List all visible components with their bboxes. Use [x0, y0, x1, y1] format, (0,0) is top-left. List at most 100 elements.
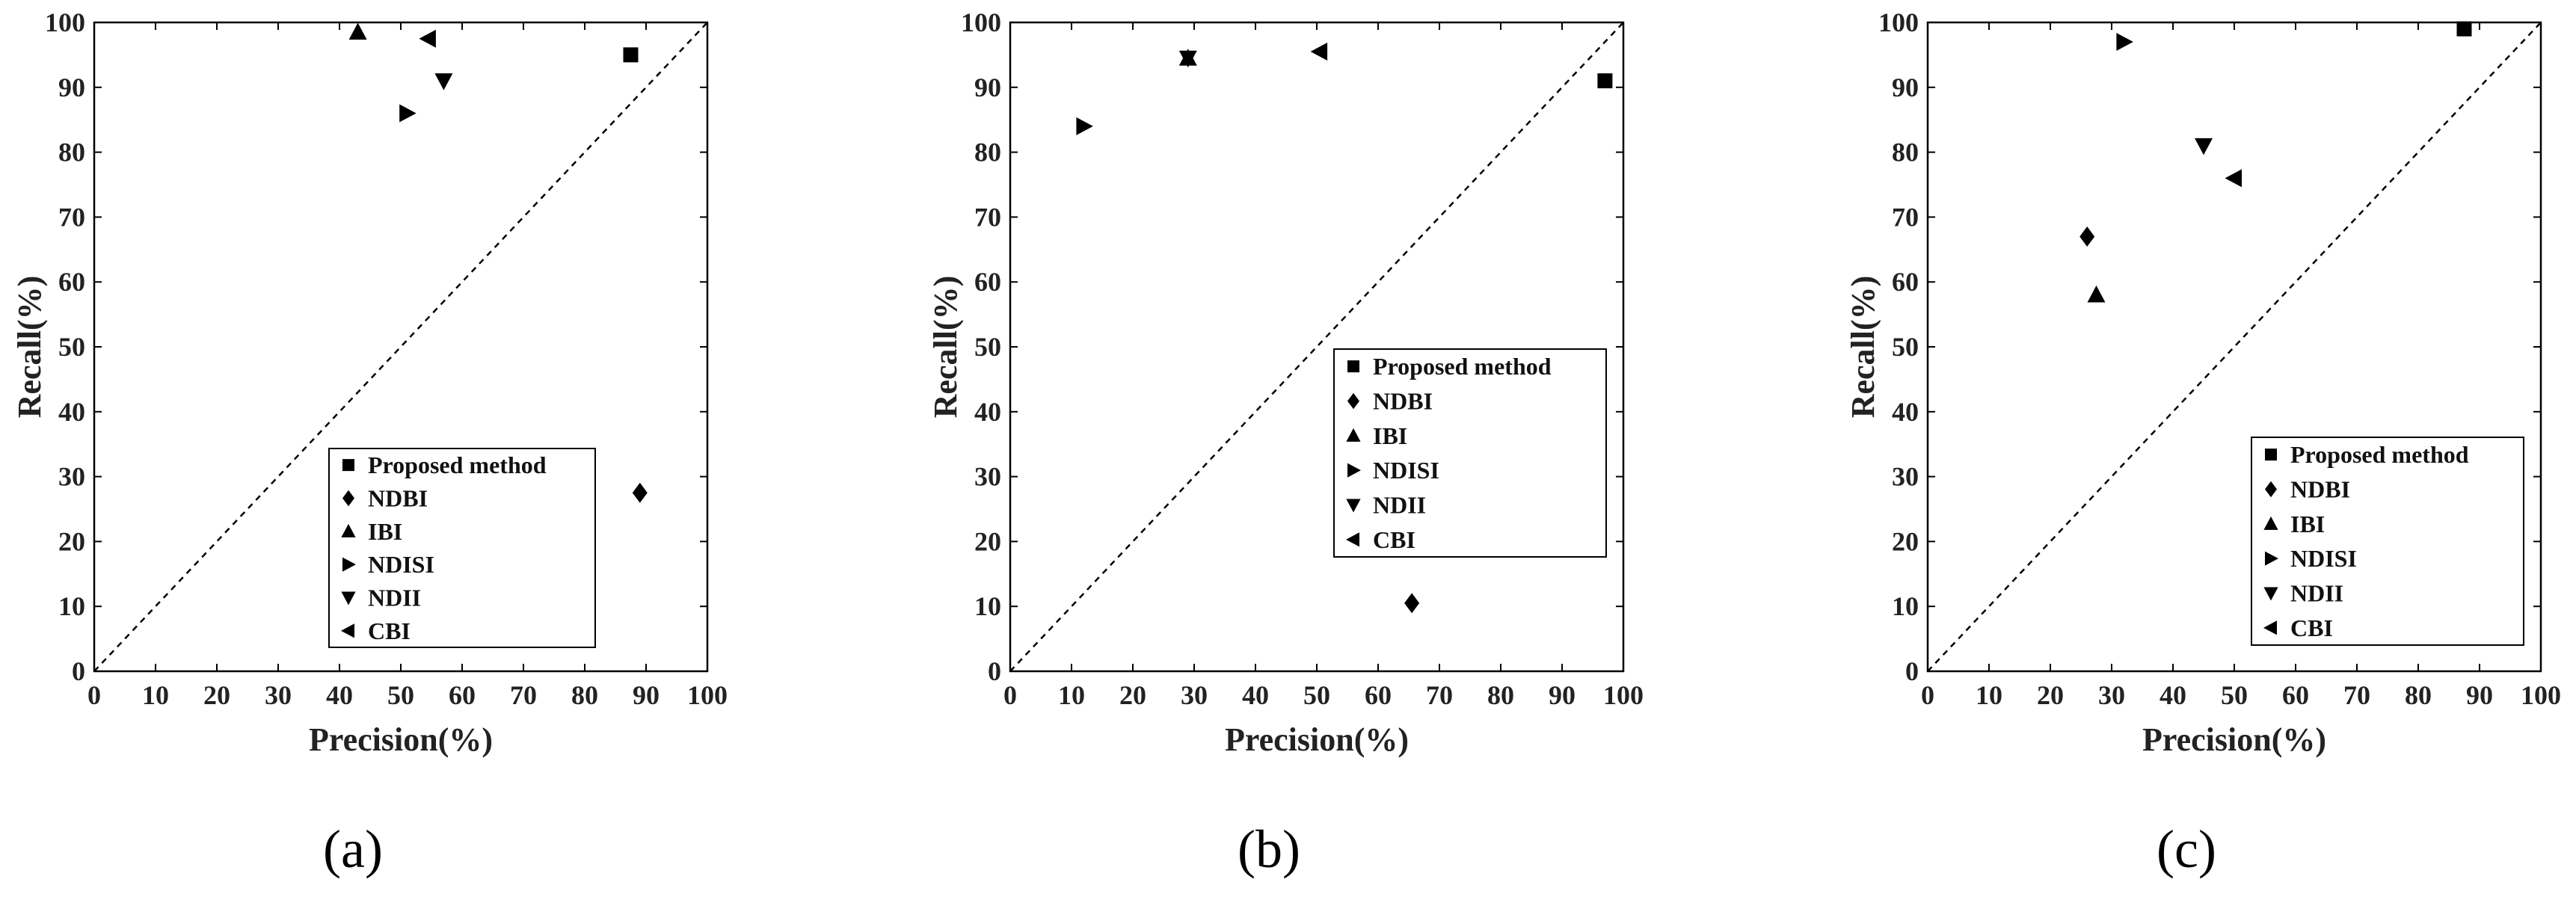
x-tick-label: 20 [1119, 680, 1146, 710]
legend-label: IBI [368, 518, 402, 545]
x-tick-label: 90 [2466, 680, 2493, 710]
x-tick-label: 100 [687, 680, 728, 710]
legend-label: NDBI [2290, 476, 2350, 503]
x-tick-label: 90 [1549, 680, 1576, 710]
y-tick-label: 80 [974, 138, 1001, 167]
legend-box [2251, 437, 2524, 646]
y-tick-label: 0 [988, 656, 1001, 686]
legend-label: CBI [1373, 526, 1415, 553]
legend-label: NDII [1373, 492, 1426, 519]
chart-panel: 0 10 20 30 40 50 60 70 80 90 100 0 10 20 30 40 50 60 70 80 9… [11, 7, 728, 879]
legend-marker-triangle-right [1347, 463, 1361, 478]
legend-marker-diamond [2265, 481, 2277, 498]
x-axis-title: Precision(%) [309, 721, 493, 758]
x-tick-label: 80 [1487, 680, 1514, 710]
legend-box [1333, 348, 1607, 558]
y-tick-label: 30 [974, 462, 1001, 492]
legend-label: NDII [368, 585, 421, 611]
legend-label: Proposed method [2290, 441, 2469, 468]
x-tick-label: 10 [1058, 680, 1085, 710]
chart-panel: 0 10 20 30 40 50 60 70 80 90 100 0 10 20 30 40 50 60 70 80 9… [927, 7, 1644, 879]
data-point-triangle-right [399, 104, 416, 123]
chart-panel: 0 10 20 30 40 50 60 70 80 90 100 0 10 20 30 40 50 60 70 80 9… [1845, 7, 2561, 879]
x-tick-label: 80 [571, 680, 598, 710]
x-tick-label: 30 [1181, 680, 1208, 710]
legend-marker-diamond [342, 490, 354, 507]
legend-marker-triangle-right [2265, 551, 2278, 566]
x-tick-label: 100 [1603, 680, 1644, 710]
legend-label: NDISI [2290, 545, 2357, 572]
panel-label: (c) [2157, 819, 2216, 879]
x-tick-label: 10 [1976, 680, 2002, 710]
y-tick-label: 40 [58, 397, 85, 427]
x-tick-label: 40 [2160, 680, 2186, 710]
legend-marker-triangle-left [2263, 620, 2277, 635]
x-tick-label: 0 [87, 680, 101, 710]
legend-marker-triangle-right [342, 557, 356, 572]
y-tick-label: 60 [1892, 267, 1919, 297]
y-tick-label: 70 [974, 202, 1001, 232]
data-point-square [2456, 21, 2472, 37]
y-axis-title: Recall(%) [927, 276, 964, 419]
x-tick-label: 20 [2037, 680, 2064, 710]
data-point-square [623, 47, 639, 63]
legend-marker-triangle-left [341, 623, 354, 638]
x-tick-label: 40 [326, 680, 353, 710]
data-point-triangle-up [348, 22, 367, 40]
x-tick-label: 70 [1426, 680, 1453, 710]
y-tick-label: 80 [58, 138, 85, 167]
legend-label: NDII [2290, 580, 2343, 607]
y-axis-title: Recall(%) [11, 276, 48, 419]
panel-label: (a) [323, 819, 383, 879]
data-point-square [1597, 73, 1613, 89]
x-tick-label: 50 [2221, 680, 2248, 710]
legend-marker-triangle-left [1346, 532, 1359, 547]
x-tick-label: 90 [633, 680, 660, 710]
x-tick-label: 0 [1921, 680, 1934, 710]
data-point-triangle-left [1310, 43, 1328, 61]
y-tick-label: 60 [974, 267, 1001, 297]
x-tick-label: 0 [1003, 680, 1017, 710]
data-point-triangle-left [419, 29, 436, 48]
y-tick-label: 20 [58, 526, 85, 556]
y-tick-label: 100 [961, 7, 1001, 37]
legend-label: Proposed method [368, 451, 547, 478]
x-tick-label: 70 [510, 680, 537, 710]
y-tick-label: 40 [974, 397, 1001, 427]
y-tick-label: 40 [1892, 397, 1919, 427]
x-tick-label: 60 [449, 680, 476, 710]
reference-line [1927, 22, 2542, 672]
data-point-triangle-down [434, 73, 453, 90]
y-tick-label: 10 [1892, 591, 1919, 621]
y-tick-label: 80 [1892, 138, 1919, 167]
x-axis-title: Precision(%) [2142, 721, 2326, 758]
reference-line [93, 22, 708, 672]
legend-box [328, 448, 596, 648]
y-tick-label: 50 [974, 332, 1001, 362]
legend-label: CBI [2290, 614, 2333, 641]
y-tick-label: 90 [974, 73, 1001, 102]
legend-label: NDBI [368, 485, 428, 512]
data-point-diamond [2079, 226, 2095, 247]
legend-label: NDISI [368, 551, 434, 578]
x-tick-label: 30 [2098, 680, 2125, 710]
y-tick-label: 30 [58, 462, 85, 492]
legend-marker-triangle-down [341, 591, 356, 605]
x-tick-label: 40 [1242, 680, 1269, 710]
data-point-diamond [632, 482, 648, 503]
x-tick-label: 100 [2521, 680, 2561, 710]
x-tick-label: 50 [387, 680, 414, 710]
y-tick-label: 0 [72, 656, 85, 686]
legend: Proposed method NDBI IBI NDISI NDII CBI [328, 448, 596, 648]
y-tick-label: 10 [974, 591, 1001, 621]
y-tick-label: 50 [58, 332, 85, 362]
panel-label: (b) [1238, 819, 1300, 879]
legend-marker-triangle-down [1346, 499, 1361, 513]
y-axis-title: Recall(%) [1845, 276, 1881, 419]
reference-line [1009, 22, 1624, 672]
y-tick-label: 100 [45, 7, 85, 37]
y-tick-label: 60 [58, 267, 85, 297]
y-tick-label: 90 [58, 73, 85, 102]
legend-marker-square [342, 459, 354, 472]
